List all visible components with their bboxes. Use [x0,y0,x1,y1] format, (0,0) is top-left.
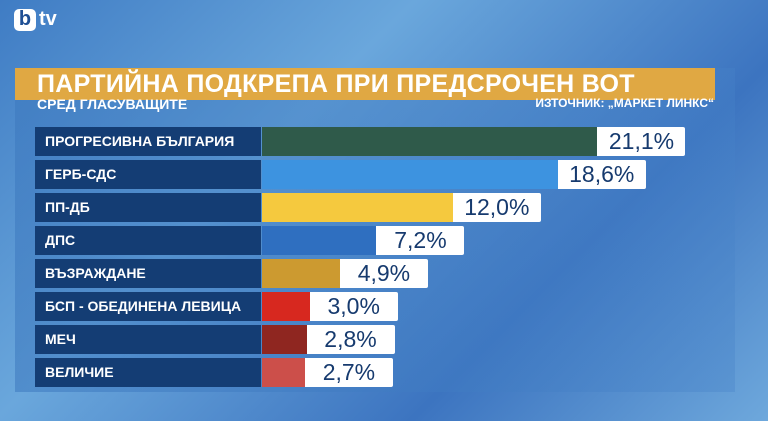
value-label: 3,0% [309,292,398,321]
bar [262,358,305,387]
value-label: 2,8% [306,325,395,354]
logo-tv: tv [39,8,57,30]
category-label: ВЪЗРАЖДАНЕ [35,259,261,288]
value-label: 21,1% [597,127,686,156]
source-label: ИЗТОЧНИК: „МАРКЕТ ЛИНКС“ [535,96,714,110]
value-label: 12,0% [452,193,541,222]
value-label: 4,9% [339,259,428,288]
chart-subtitle: СРЕД ГЛАСУВАЩИТЕ [37,96,188,112]
value-label: 7,2% [376,226,465,255]
category-label: МЕЧ [35,325,261,354]
category-label: ПРОГРЕСИВНА БЪЛГАРИЯ [35,127,261,156]
category-label: ВЕЛИЧИЕ [35,358,261,387]
bar [262,325,307,354]
logo-b: b [14,8,36,31]
btv-logo: b tv [14,8,57,31]
bar [262,127,598,156]
category-label: ГЕРБ-СДС [35,160,261,189]
category-label: БСП - ОБЕДИНЕНА ЛЕВИЦА [35,292,261,321]
category-label: ПП-ДБ [35,193,261,222]
bar [262,160,558,189]
bar [262,292,310,321]
bar [262,226,377,255]
category-label: ДПС [35,226,261,255]
bar [262,193,453,222]
bar [262,259,340,288]
value-label: 18,6% [557,160,646,189]
chart-title: ПАРТИЙНА ПОДКРЕПА ПРИ ПРЕДСРОЧЕН ВОТ [15,68,715,100]
value-label: 2,7% [304,358,393,387]
